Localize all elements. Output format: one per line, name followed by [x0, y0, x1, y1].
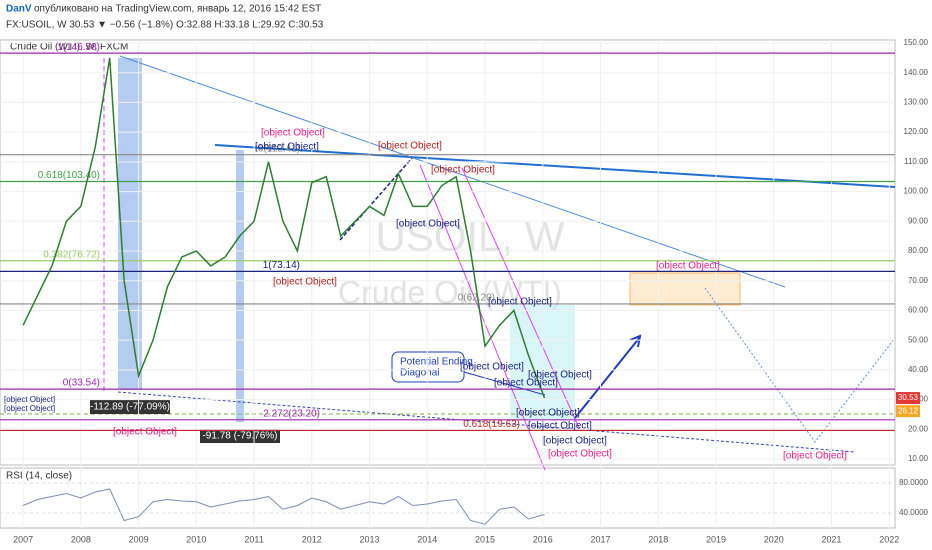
annotation: [object Object]: [4, 404, 55, 413]
arrow-head: [629, 334, 642, 348]
annotation: [object Object]: [261, 128, 325, 139]
rsi-line: [22, 488, 545, 525]
annotation: [object Object]: [396, 219, 460, 230]
annotation: [object Object]: [656, 261, 720, 272]
y-tick-label: 50.00: [908, 335, 929, 344]
x-tick-label: 2017: [591, 534, 611, 544]
annotation: [object Object]: [528, 421, 592, 432]
x-tick-label: 2010: [186, 534, 206, 544]
price-tag: [896, 392, 920, 405]
y-tick-label: 130.00: [904, 98, 929, 107]
annotation: [object Object]: [543, 436, 607, 447]
price-tag-label: 30.53: [898, 393, 919, 402]
y-tick-label: 40.00: [908, 365, 929, 374]
annotation: [object Object]: [460, 362, 524, 373]
annotation: [object Object]: [255, 142, 319, 153]
annotation: [object Object]: [273, 277, 337, 288]
y-tick-label: 80.00: [908, 246, 929, 255]
trend-line: [119, 55, 786, 288]
price-tag-label: 26.12: [898, 406, 919, 415]
y-tick-label: 60.00: [908, 306, 929, 315]
publisher: DanV: [6, 4, 32, 15]
callout-pointer: [463, 371, 546, 396]
x-tick-label: 2007: [13, 534, 33, 544]
x-tick-label: 2020: [764, 534, 784, 544]
rsi-frame: [0, 467, 896, 529]
x-tick-label: 2014: [417, 534, 437, 544]
x-tick-label: 2018: [648, 534, 668, 544]
callout-box: [391, 351, 465, 383]
callout: Potential Ending: [400, 357, 473, 368]
wave-line: [339, 157, 413, 241]
y-tick-label: 120.00: [904, 127, 929, 136]
measure-box: [90, 400, 170, 414]
annotation: [object Object]: [548, 449, 612, 460]
level-label: 0.382(76.72): [43, 249, 100, 260]
level-label: 0.618(103.40): [38, 170, 100, 181]
channel-line: [419, 164, 546, 471]
x-tick-label: 2019: [706, 534, 726, 544]
rsi-label: RSI (14, close): [6, 471, 72, 482]
chart-title: Crude Oil (WTI), W, FXCM: [10, 42, 128, 53]
x-tick-label: 2011: [244, 534, 263, 544]
measure: -91.78 (-79.76%): [202, 431, 277, 442]
y-tick-label: 20.00: [908, 424, 929, 433]
price-tag: [896, 405, 920, 418]
level-label: 0(62.20): [458, 293, 495, 304]
range-band: [236, 150, 244, 422]
x-tick-label: 2022: [879, 534, 899, 544]
plot-frame: [0, 39, 896, 466]
x-tick-label: 2021: [821, 534, 841, 544]
y-tick-label: 100.00: [904, 187, 929, 196]
annotation: [object Object]: [113, 427, 177, 438]
measure: -112.89 (-77.09%): [90, 402, 170, 413]
channel-line: [461, 167, 581, 431]
level-label: 0(33.54): [63, 378, 100, 389]
callout: Diagonal: [400, 368, 439, 379]
annotation: [object Object]: [528, 370, 592, 381]
x-tick-label: 2013: [360, 534, 380, 544]
y-tick-label: 70.00: [908, 276, 929, 285]
level-label: 0(112.41): [258, 143, 300, 154]
annotation: [object Object]: [488, 297, 552, 308]
measure-box: [200, 429, 280, 443]
y-tick-label: 140.00: [904, 68, 929, 77]
annotation: [object Object]: [378, 141, 442, 152]
annotation: [object Object]: [783, 451, 847, 462]
published: опубликовано на TradingView.com, январь …: [34, 3, 321, 15]
trend-line: [214, 144, 896, 188]
box: [629, 272, 741, 306]
x-tick-label: 2015: [475, 534, 495, 544]
level-label: 2.272(23.20): [263, 408, 320, 419]
level-label: 1(146.58): [57, 42, 100, 53]
y-tick-label: 10.00: [908, 454, 929, 463]
x-tick-label: 2012: [302, 534, 322, 544]
arrow: [574, 336, 641, 419]
annotation: [object Object]: [516, 408, 580, 419]
level-label: 1(73.14): [263, 260, 300, 271]
range-band: [118, 58, 142, 390]
annotation: [object Object]: [431, 165, 495, 176]
rsi-tick-label: 40.0000: [899, 508, 928, 517]
y-tick-label: 90.00: [908, 216, 929, 225]
x-tick-label: 2009: [129, 534, 149, 544]
projection: [704, 287, 896, 443]
annotation: [object Object]: [494, 378, 558, 389]
x-tick-label: 2008: [71, 534, 91, 544]
y-tick-label: 150.00: [904, 38, 929, 47]
level-label: 0.618(19.63): [463, 419, 520, 430]
annotation: [object Object]: [4, 395, 55, 404]
quote: FX:USOIL, W 30.53 ▼ −0.56 (−1.8%) O:32.8…: [6, 20, 324, 31]
y-tick-label: 110.00: [904, 157, 928, 166]
x-tick-label: 2016: [533, 534, 553, 544]
trend-line: [117, 391, 856, 453]
rsi-tick-label: 80.0000: [899, 478, 928, 487]
price-line: [22, 57, 546, 399]
